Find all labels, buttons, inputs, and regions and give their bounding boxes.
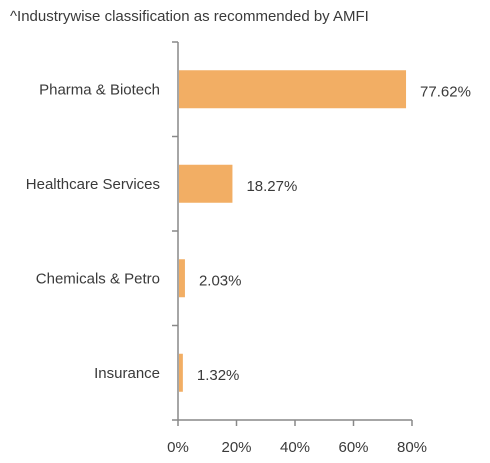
x-tick-label: 40% bbox=[280, 439, 310, 456]
value-label: 18.27% bbox=[246, 178, 297, 195]
value-label: 2.03% bbox=[199, 272, 242, 289]
x-tick-label: 60% bbox=[338, 439, 368, 456]
bar bbox=[179, 164, 233, 203]
category-label: Insurance bbox=[94, 365, 160, 382]
bar bbox=[179, 70, 407, 109]
value-label: 1.32% bbox=[197, 367, 240, 384]
category-label: Pharma & Biotech bbox=[39, 81, 160, 98]
value-label: 77.62% bbox=[420, 83, 471, 100]
x-tick-label: 20% bbox=[221, 439, 251, 456]
bar bbox=[179, 353, 183, 392]
category-label: Chemicals & Petro bbox=[36, 270, 160, 287]
chart-footnote: ^Industrywise classification as recommen… bbox=[10, 8, 369, 25]
bar bbox=[179, 259, 185, 298]
x-tick-label: 80% bbox=[397, 439, 427, 456]
category-label: Healthcare Services bbox=[26, 176, 160, 193]
x-tick-label: 0% bbox=[167, 439, 189, 456]
